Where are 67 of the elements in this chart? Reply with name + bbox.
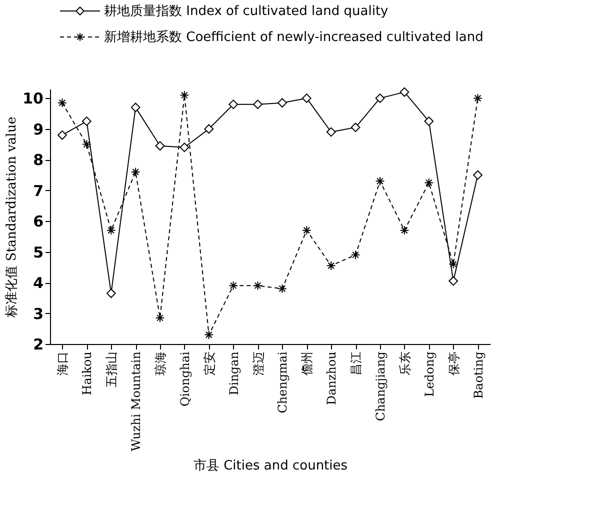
point <box>350 122 360 132</box>
point <box>400 226 410 236</box>
y-axis-title: 标准化值 Standardization value <box>4 116 20 318</box>
point <box>204 124 214 134</box>
x-tick-label: Baoting <box>471 351 486 399</box>
point <box>473 94 482 103</box>
x-tick-label: Changjiang <box>374 351 388 422</box>
x-tick-label: Qionghai <box>178 351 192 407</box>
y-tick-label: 2 <box>33 336 44 354</box>
point <box>424 116 434 126</box>
point <box>130 102 140 112</box>
point <box>204 330 214 340</box>
x-tick-label: Danzhou <box>324 351 339 406</box>
x-tick-label: Chengmai <box>276 351 290 414</box>
legend-label: 新增耕地系数 Coefficient of newly-increased cultivated land <box>104 30 484 45</box>
x-tick-label: 海口 <box>56 352 70 376</box>
x-tick-label: 定安 <box>202 352 216 376</box>
y-tick-label: 6 <box>33 212 44 231</box>
y-tick-label: 7 <box>33 182 44 200</box>
x-tick-label: 保亭 <box>446 352 461 376</box>
point <box>228 280 238 290</box>
x-tick-label: 五指山 <box>104 352 119 388</box>
point <box>302 226 312 236</box>
point <box>473 170 482 180</box>
point <box>82 140 92 149</box>
point <box>58 130 67 140</box>
point <box>58 98 67 108</box>
point <box>326 260 336 270</box>
x-axis-title: 市县 Cities and counties <box>193 458 348 474</box>
y-tick-label: 4 <box>33 274 44 292</box>
x-tick-label: 乐东 <box>398 352 412 376</box>
x-tick-label: Dingan <box>226 351 241 396</box>
point <box>350 250 360 260</box>
x-tick-label: Ledong <box>422 351 436 397</box>
point <box>424 178 434 188</box>
x-tick-label: Haikou <box>80 351 94 396</box>
point <box>253 100 262 110</box>
point <box>180 142 190 152</box>
point <box>448 276 458 286</box>
point <box>326 127 336 137</box>
point <box>278 284 287 294</box>
point <box>278 98 287 108</box>
point <box>106 288 116 298</box>
point <box>180 90 190 100</box>
point <box>106 226 116 236</box>
point <box>228 100 238 110</box>
y-tick-label: 8 <box>33 151 44 170</box>
x-tick-label: 澄迈 <box>251 352 266 376</box>
y-tick-label: 10 <box>22 90 44 108</box>
point <box>155 141 165 151</box>
y-tick-label: 5 <box>33 243 44 262</box>
point <box>155 313 165 323</box>
x-tick-label: 昌江 <box>349 352 364 376</box>
x-tick-label: 儋州 <box>300 352 314 376</box>
point <box>130 167 140 177</box>
point <box>302 94 312 103</box>
point <box>82 116 92 126</box>
point <box>400 87 410 97</box>
x-tick-label: Wuzhi Mountain <box>129 351 144 452</box>
point <box>375 94 385 103</box>
legend-label: 耕地质量指数 Index of cultivated land quality <box>104 4 389 19</box>
x-tick-label: 琼海 <box>154 352 168 376</box>
y-tick-label: 3 <box>33 304 44 323</box>
point <box>375 176 385 186</box>
point <box>253 280 262 290</box>
point <box>448 259 458 269</box>
y-tick-label: 9 <box>33 120 44 138</box>
